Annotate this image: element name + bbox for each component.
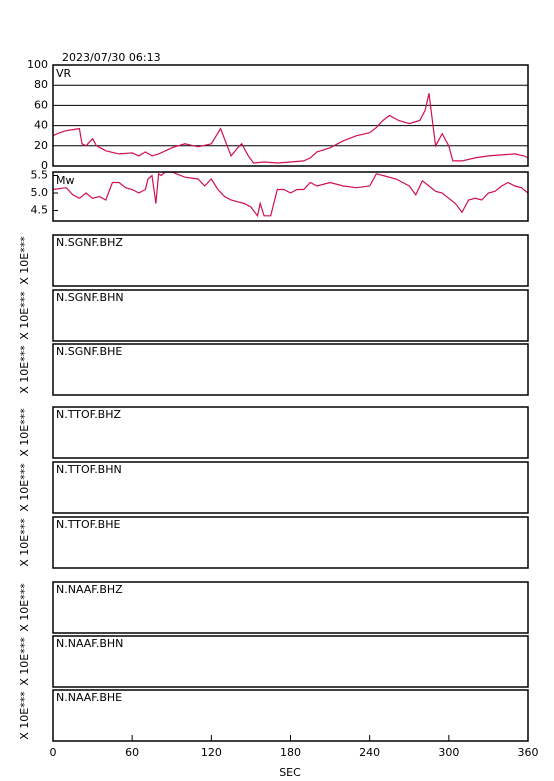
trace-frame xyxy=(52,635,529,688)
x-tick-label: 300 xyxy=(438,746,459,759)
trace-frame xyxy=(52,581,529,634)
y-tick-label: 40 xyxy=(34,119,48,132)
trace-label: N.SGNF.BHZ xyxy=(56,236,123,249)
trace-scale: X 10E*** xyxy=(18,583,31,632)
data-line xyxy=(52,93,529,164)
panel-label: VR xyxy=(56,67,72,80)
y-tick-label: 20 xyxy=(34,139,48,152)
trace-frame xyxy=(52,343,529,396)
trace-label: N.SGNF.BHN xyxy=(56,291,124,304)
trace-frame xyxy=(52,461,529,514)
x-tick-label: 0 xyxy=(50,746,57,759)
panel-label: Mw xyxy=(56,174,75,187)
x-tick-label: 360 xyxy=(518,746,539,759)
panel-frame xyxy=(52,64,529,167)
y-tick-label: 5.0 xyxy=(31,186,49,199)
panel-frame xyxy=(52,171,529,222)
x-tick-label: 240 xyxy=(359,746,380,759)
y-tick-label: 80 xyxy=(34,78,48,91)
trace-scale: X 10E*** xyxy=(18,463,31,512)
trace-label: N.TTOF.BHZ xyxy=(56,408,122,421)
chart-title: 2023/07/30 06:13 xyxy=(62,51,161,64)
x-tick-label: 180 xyxy=(280,746,301,759)
y-tick-label: 60 xyxy=(34,98,48,111)
trace-frame xyxy=(52,234,529,287)
trace-frame xyxy=(52,516,529,569)
y-tick-label: 0 xyxy=(41,159,48,172)
trace-frame xyxy=(52,406,529,459)
trace-label: N.NAAF.BHE xyxy=(56,691,122,704)
trace-label: N.TTOF.BHE xyxy=(56,518,121,531)
trace-scale: X 10E*** xyxy=(18,345,31,394)
x-axis-label: SEC xyxy=(279,766,301,779)
trace-frame xyxy=(52,289,529,342)
trace-label: N.TTOF.BHN xyxy=(56,463,122,476)
y-tick-label: 100 xyxy=(27,58,48,71)
trace-label: N.SGNF.BHE xyxy=(56,345,122,358)
y-tick-label: 4.5 xyxy=(31,204,49,217)
trace-scale: X 10E*** xyxy=(18,518,31,567)
trace-label: N.NAAF.BHN xyxy=(56,637,123,650)
trace-scale: X 10E*** xyxy=(18,291,31,340)
trace-scale: X 10E*** xyxy=(18,408,31,457)
trace-label: N.NAAF.BHZ xyxy=(56,583,123,596)
trace-scale: X 10E*** xyxy=(18,236,31,285)
x-tick-label: 120 xyxy=(201,746,222,759)
data-line xyxy=(52,171,529,218)
x-tick-label: 60 xyxy=(125,746,139,759)
trace-frame xyxy=(52,689,529,742)
y-tick-label: 5.5 xyxy=(31,169,49,182)
trace-scale: X 10E*** xyxy=(18,691,31,740)
trace-scale: X 10E*** xyxy=(18,637,31,686)
